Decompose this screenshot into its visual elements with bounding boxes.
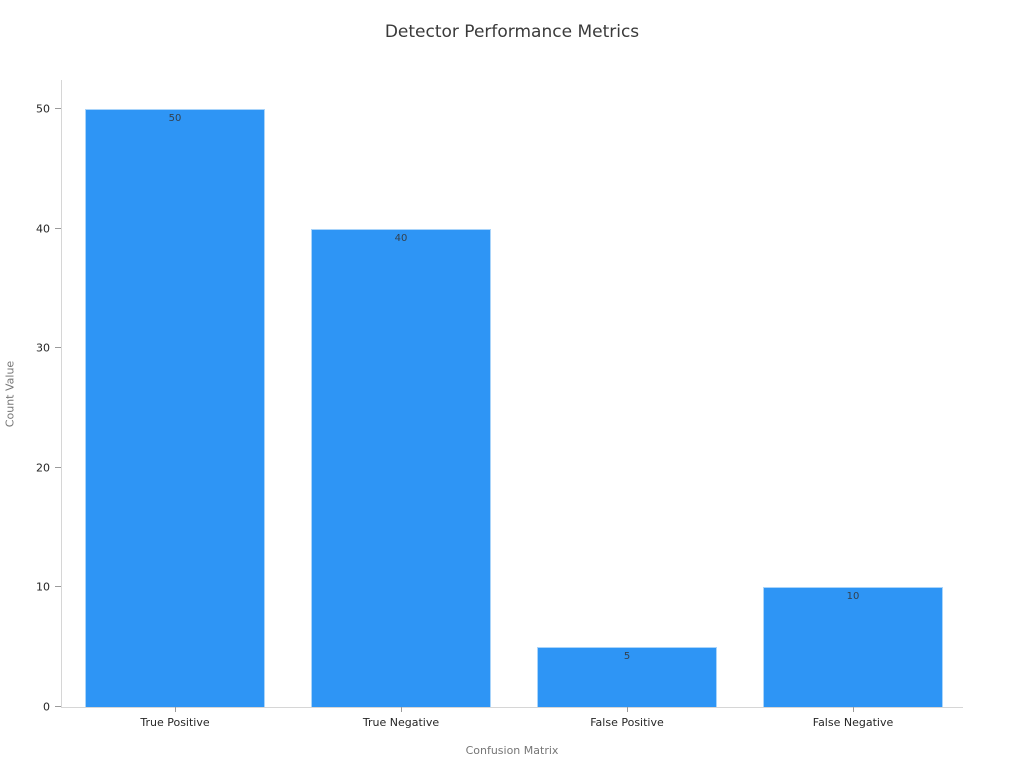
- y-axis-title: Count Value: [3, 360, 17, 428]
- bar-value-label: 40: [394, 232, 408, 244]
- plot-area: 0 10 20 30 40 50 50 True Positive 40 True Negativ…: [36, 80, 963, 729]
- y-tick-mark: [55, 227, 61, 229]
- chart-title: Detector Performance Metrics: [384, 22, 640, 42]
- x-tick-mark: [626, 707, 628, 712]
- bar: 50: [85, 109, 265, 707]
- x-axis-title: Confusion Matrix: [465, 744, 559, 757]
- x-tick-label: True Negative: [362, 716, 440, 729]
- x-tick-label: True Positive: [140, 716, 210, 729]
- y-tick-label: 40: [36, 222, 50, 236]
- y-tick-label: 20: [36, 461, 50, 475]
- x-tick-mark: [400, 707, 402, 712]
- y-tick-label: 10: [36, 580, 50, 594]
- y-tick-mark: [55, 466, 61, 468]
- y-tick-mark: [55, 347, 61, 349]
- y-tick-label: 30: [36, 341, 50, 355]
- x-tick-mark: [174, 707, 176, 712]
- x-tick-mark: [852, 707, 854, 712]
- bar: 40: [311, 228, 491, 707]
- bar-value-label: 5: [623, 651, 631, 663]
- x-tick-label: False Negative: [812, 716, 894, 729]
- y-tick-mark: [55, 108, 61, 109]
- y-tick-label: 50: [36, 102, 50, 116]
- y-tick-label: 0: [43, 700, 50, 714]
- x-tick-label: False Positive: [590, 716, 664, 729]
- bar: 10: [763, 587, 943, 707]
- y-tick-mark: [55, 706, 61, 707]
- bar: 5: [537, 647, 717, 707]
- bar-value-label: 10: [846, 591, 860, 603]
- y-tick-mark: [55, 586, 61, 588]
- bar-value-label: 50: [168, 113, 182, 124]
